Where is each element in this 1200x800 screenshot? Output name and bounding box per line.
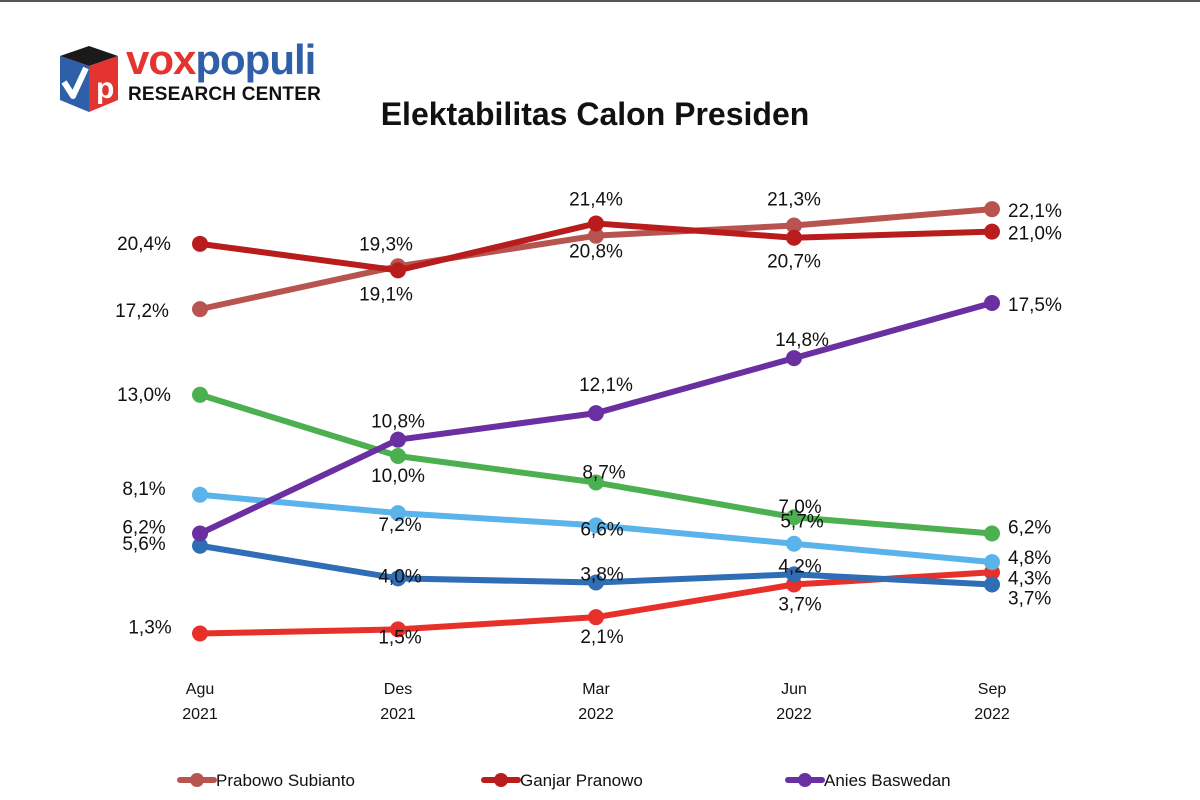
point-puan-maharani-3	[786, 566, 802, 583]
data-label-agus-harimurti-yudhoyono-4: 4,3%	[1008, 568, 1051, 589]
data-label-anies-baswedan-1: 10,8%	[371, 412, 425, 433]
data-label-ganjar-pranowo-4: 21,0%	[1008, 224, 1062, 245]
data-label-agus-harimurti-yudhoyono-1: 1,5%	[378, 627, 421, 648]
point-anies-baswedan-4	[984, 295, 1000, 311]
voxpopuli-logo: p voxpopuli RESEARCH CENTER	[56, 36, 336, 114]
x-tick-label-2-1: 2022	[578, 706, 614, 723]
data-label-agus-harimurti-yudhoyono-2: 2,1%	[580, 627, 623, 648]
data-label-agus-harimurti-yudhoyono-0: 1,3%	[128, 617, 171, 638]
data-label-puan-maharani-1: 4,0%	[378, 566, 421, 587]
x-tick-label-3-1: 2022	[776, 706, 812, 723]
data-label-anies-baswedan-4: 17,5%	[1008, 295, 1062, 316]
chart-title: Elektabilitas Calon Presiden	[380, 96, 810, 132]
legend-marker-ganjar-pranowo	[494, 773, 508, 787]
point-prabowo-subianto-3	[786, 217, 802, 234]
data-label-puan-maharani-2: 3,8%	[580, 564, 623, 585]
point-prabowo-subianto-4	[984, 201, 1000, 218]
data-label-puan-maharani-3: 4,2%	[778, 556, 821, 577]
x-tick-label-0-0: Agu	[186, 681, 214, 698]
point-puan-maharani-4	[984, 576, 1000, 593]
data-label-ganjar-pranowo-1: 19,1%	[359, 284, 413, 305]
data-label-ganjar-pranowo-3: 20,7%	[767, 252, 821, 273]
data-label-ganjar-pranowo-0: 20,4%	[117, 234, 171, 255]
point-ganjar-pranowo-2	[588, 215, 604, 232]
top-border	[0, 0, 1200, 2]
point-puan-maharani-0	[192, 537, 208, 554]
point-ridwan-kamil-3	[786, 509, 802, 526]
data-label-prabowo-subianto-0: 17,2%	[115, 301, 169, 322]
point-ganjar-pranowo-3	[786, 229, 802, 246]
data-label-ridwan-kamil-0: 13,0%	[117, 385, 171, 406]
data-label-sandiaga-uno-2: 6,6%	[580, 519, 623, 540]
data-label-puan-maharani-4: 3,7%	[1008, 589, 1051, 610]
data-label-ganjar-pranowo-2: 21,4%	[569, 189, 623, 210]
data-label-ridwan-kamil-2: 8,7%	[582, 463, 625, 484]
point-anies-baswedan-2	[588, 405, 604, 422]
data-label-prabowo-subianto-2: 20,8%	[569, 242, 623, 263]
point-prabowo-subianto-2	[588, 227, 604, 244]
point-sandiaga-uno-0	[192, 486, 208, 503]
point-ridwan-kamil-2	[588, 474, 604, 491]
logo-word-populi: populi	[195, 36, 316, 83]
data-label-ridwan-kamil-1: 10,0%	[371, 466, 425, 487]
x-tick-label-1-0: Des	[384, 681, 412, 698]
x-tick-label-2-0: Mar	[582, 681, 610, 698]
point-sandiaga-uno-4	[984, 554, 1000, 571]
point-ganjar-pranowo-4	[984, 223, 1000, 240]
data-label-anies-baswedan-0: 6,2%	[122, 518, 165, 539]
point-ridwan-kamil-4	[984, 525, 1000, 542]
data-label-prabowo-subianto-1: 19,3%	[359, 234, 413, 255]
data-label-sandiaga-uno-0: 8,1%	[122, 479, 165, 500]
logo-word-vox: vox	[126, 36, 196, 83]
x-tick-label-0-1: 2021	[182, 706, 218, 723]
data-label-ridwan-kamil-3: 7,0%	[778, 497, 821, 518]
data-label-prabowo-subianto-3: 21,3%	[767, 189, 821, 210]
point-agus-harimurti-yudhoyono-2	[588, 609, 604, 626]
data-label-puan-maharani-0: 5,6%	[122, 534, 165, 555]
point-anies-baswedan-3	[786, 350, 802, 367]
point-prabowo-subianto-0	[192, 301, 208, 318]
point-agus-harimurti-yudhoyono-1	[390, 621, 406, 638]
ballot-box-icon: p	[60, 46, 118, 112]
logo-subtitle: RESEARCH CENTER	[128, 84, 322, 105]
data-label-sandiaga-uno-4: 4,8%	[1008, 548, 1051, 569]
point-sandiaga-uno-1	[390, 505, 406, 522]
x-tick-label-4-1: 2022	[974, 706, 1010, 723]
data-label-anies-baswedan-2: 12,1%	[579, 375, 633, 396]
legend-marker-anies-baswedan	[798, 773, 812, 787]
point-anies-baswedan-0	[192, 525, 208, 542]
x-tick-label-3-0: Jun	[781, 681, 807, 698]
point-sandiaga-uno-3	[786, 535, 802, 552]
data-label-sandiaga-uno-1: 7,2%	[378, 515, 421, 536]
legend-marker-prabowo-subianto	[190, 773, 204, 787]
point-ridwan-kamil-0	[192, 386, 208, 403]
point-ganjar-pranowo-0	[192, 235, 208, 252]
x-tick-label-1-1: 2021	[380, 706, 416, 723]
data-label-agus-harimurti-yudhoyono-3: 3,7%	[778, 595, 821, 616]
data-label-sandiaga-uno-3: 5,7%	[780, 512, 823, 533]
point-sandiaga-uno-2	[588, 517, 604, 534]
legend-label-ganjar-pranowo: Ganjar Pranowo	[520, 771, 643, 790]
point-agus-harimurti-yudhoyono-0	[192, 625, 208, 642]
data-label-prabowo-subianto-4: 22,1%	[1008, 201, 1062, 222]
data-label-anies-baswedan-3: 14,8%	[775, 330, 829, 351]
point-ridwan-kamil-1	[390, 448, 406, 464]
point-anies-baswedan-1	[390, 431, 406, 448]
logo-wordmark: voxpopuli	[126, 36, 316, 84]
point-puan-maharani-2	[588, 574, 604, 591]
data-label-ridwan-kamil-4: 6,2%	[1008, 518, 1051, 539]
svg-text:p: p	[96, 72, 114, 105]
legend-label-anies-baswedan: Anies Baswedan	[824, 771, 951, 790]
x-tick-label-4-0: Sep	[978, 681, 1007, 698]
point-ganjar-pranowo-1	[390, 262, 406, 279]
point-puan-maharani-1	[390, 570, 406, 587]
legend-label-prabowo-subianto: Prabowo Subianto	[216, 771, 355, 790]
